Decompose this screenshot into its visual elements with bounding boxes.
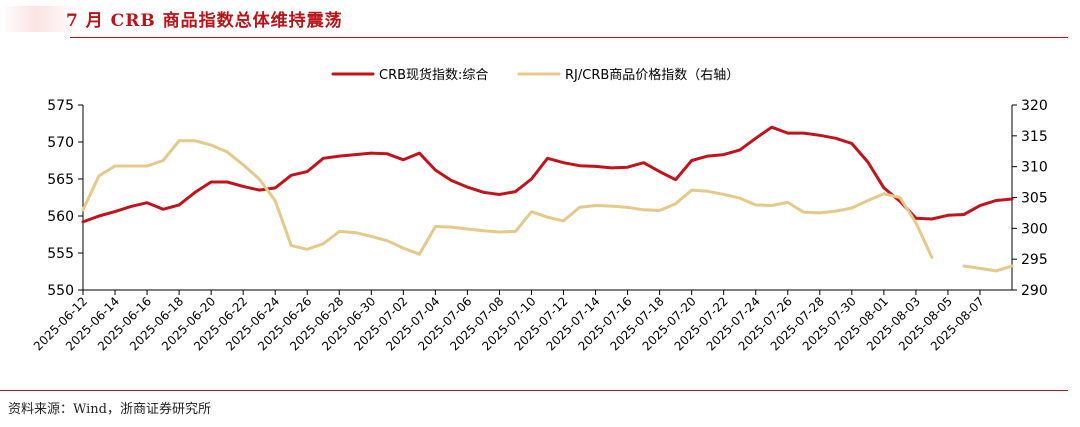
line-chart: 5755705655605555503203153103053002952902… (31, 67, 1048, 353)
title-bar: 7 月 CRB 商品指数总体维持震荡 (0, 0, 1068, 40)
y-left-tick-label: 555 (47, 246, 74, 262)
series-rj-crb-line (962, 264, 1014, 273)
y-left-tick-label: 550 (47, 283, 74, 299)
y-left-tick-label: 560 (47, 209, 74, 225)
source-note: 资料来源：Wind，浙商证券研究所 (8, 402, 211, 417)
chart-legend: CRB现货指数:综合 RJ/CRB商品价格指数（右轴） (331, 67, 739, 83)
y-right-tick-label: 305 (1021, 191, 1048, 207)
title-divider (70, 37, 1068, 38)
y-right-tick-label: 310 (1021, 160, 1048, 176)
y-left-tick-label: 570 (47, 135, 74, 151)
chart-axes: 5755705655605555503203153103053002952902… (31, 98, 1048, 353)
y-left-tick-label: 565 (47, 172, 74, 188)
chart-series (81, 125, 1014, 273)
footer-divider (0, 390, 1068, 391)
y-right-tick-label: 320 (1021, 98, 1048, 114)
y-right-tick-label: 290 (1021, 283, 1048, 299)
y-right-tick-label: 300 (1021, 221, 1048, 237)
title-decoration (0, 6, 80, 32)
legend-label-rj-crb: RJ/CRB商品价格指数（右轴） (565, 67, 739, 83)
y-right-tick-label: 315 (1021, 129, 1048, 145)
y-right-tick-label: 295 (1021, 252, 1048, 268)
legend-label-crb-spot: CRB现货指数:综合 (379, 67, 488, 83)
series-crb-spot-line (81, 125, 1014, 224)
y-left-tick-label: 575 (47, 98, 74, 114)
series-rj-crb-line (81, 139, 934, 259)
page-title: 7 月 CRB 商品指数总体维持震荡 (66, 11, 343, 31)
